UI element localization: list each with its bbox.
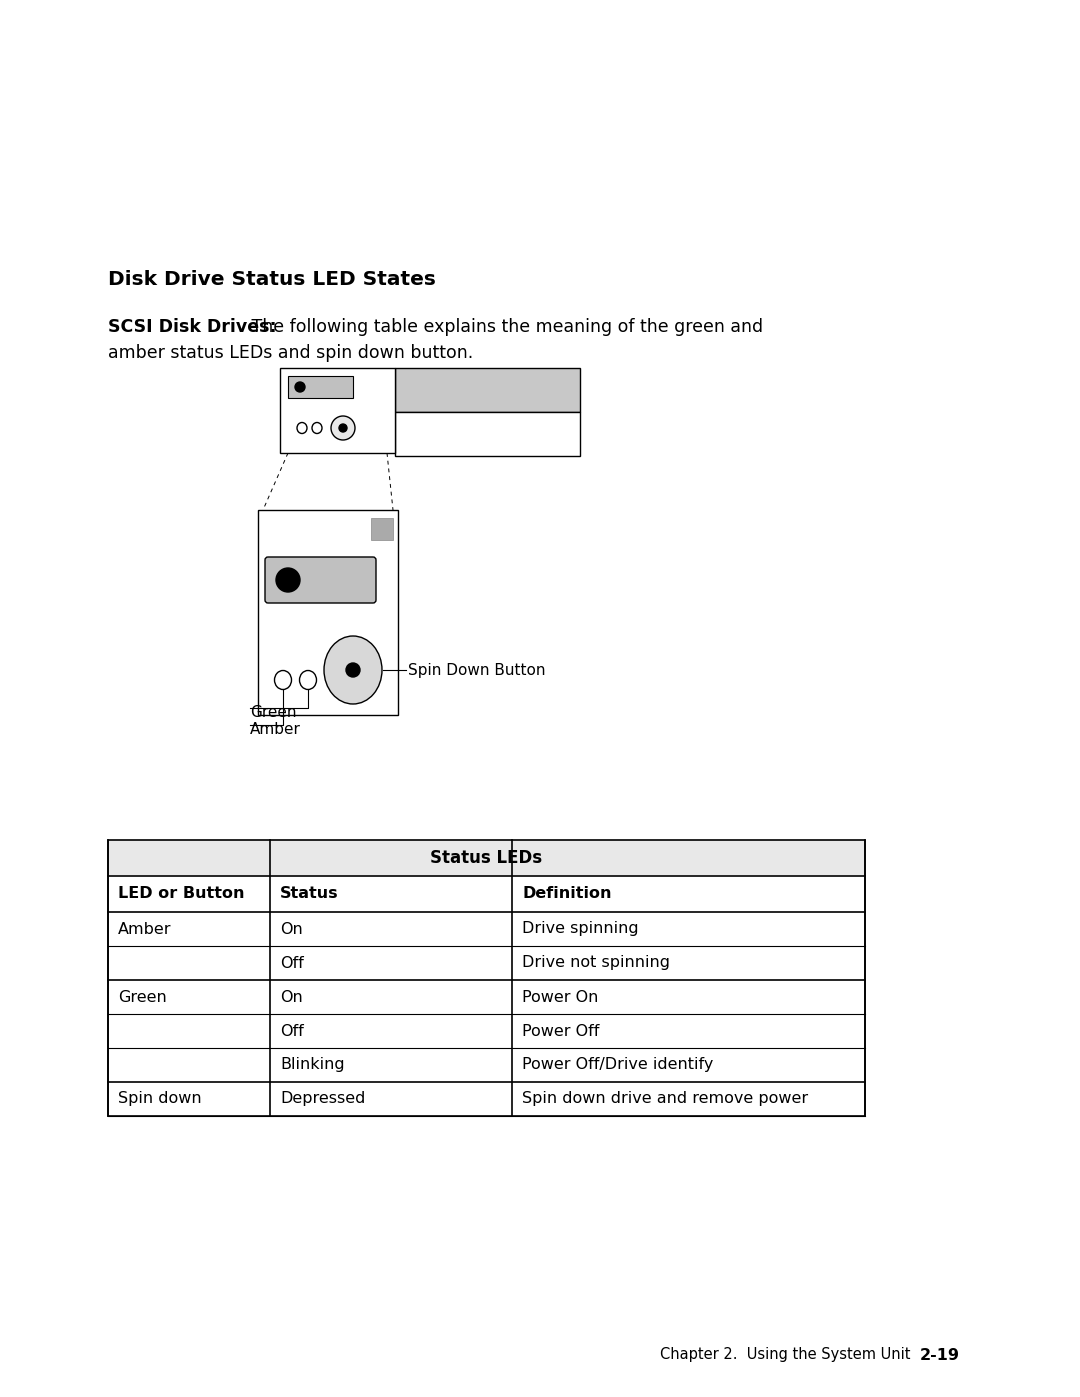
Text: Definition: Definition [522, 887, 611, 901]
Ellipse shape [295, 381, 305, 393]
Text: Spin Down Button: Spin Down Button [408, 662, 545, 678]
Text: Off: Off [280, 1024, 303, 1038]
Text: Blinking: Blinking [280, 1058, 345, 1073]
Bar [258, 510, 399, 715]
Text: Chapter 2.  Using the System Unit: Chapter 2. Using the System Unit [660, 1348, 910, 1362]
Bar [288, 376, 353, 398]
Text: Drive not spinning: Drive not spinning [522, 956, 670, 971]
Text: Off: Off [280, 956, 303, 971]
Text: Spin down: Spin down [118, 1091, 202, 1106]
Ellipse shape [346, 664, 360, 678]
Bar [372, 518, 393, 541]
Text: 2-19: 2-19 [920, 1348, 960, 1362]
Text: Disk Drive Status LED States: Disk Drive Status LED States [108, 270, 436, 289]
Ellipse shape [324, 636, 382, 704]
Text: Amber: Amber [249, 722, 301, 738]
Text: amber status LEDs and spin down button.: amber status LEDs and spin down button. [108, 344, 473, 362]
Text: Drive spinning: Drive spinning [522, 922, 638, 936]
Ellipse shape [312, 422, 322, 433]
Text: Status: Status [280, 887, 339, 901]
Text: Power On: Power On [522, 989, 598, 1004]
Ellipse shape [276, 569, 300, 592]
FancyBboxPatch shape [265, 557, 376, 604]
Text: Status LEDs: Status LEDs [431, 849, 542, 868]
Text: Depressed: Depressed [280, 1091, 365, 1106]
Ellipse shape [330, 416, 355, 440]
Text: LED or Button: LED or Button [118, 887, 244, 901]
Text: On: On [280, 922, 302, 936]
Bar [280, 367, 395, 453]
Text: Green: Green [249, 705, 297, 719]
Text: Green: Green [118, 989, 166, 1004]
Bar [109, 840, 864, 875]
Bar [108, 840, 865, 1116]
Text: SCSI Disk Drives:: SCSI Disk Drives: [108, 319, 276, 337]
Text: Power Off/Drive identify: Power Off/Drive identify [522, 1058, 714, 1073]
Text: The following table explains the meaning of the green and: The following table explains the meaning… [246, 319, 764, 337]
Ellipse shape [299, 671, 316, 690]
Bar [395, 367, 580, 412]
Text: Power Off: Power Off [522, 1024, 599, 1038]
Bar [108, 840, 865, 1116]
Ellipse shape [274, 671, 292, 690]
Text: Amber: Amber [118, 922, 172, 936]
Text: On: On [280, 989, 302, 1004]
Ellipse shape [339, 425, 347, 432]
Bar [395, 412, 580, 455]
Text: Spin down drive and remove power: Spin down drive and remove power [522, 1091, 808, 1106]
Ellipse shape [297, 422, 307, 433]
